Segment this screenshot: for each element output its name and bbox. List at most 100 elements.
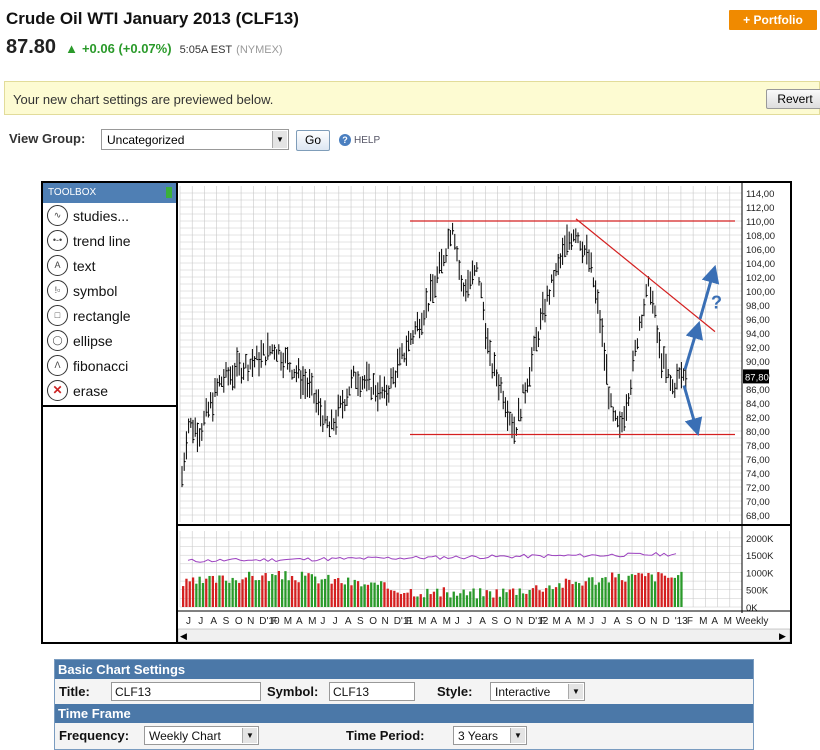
exchange-label: (NYMEX) [236,44,283,56]
tool-erase[interactable]: ✕ erase [43,378,176,403]
chevron-down-icon[interactable]: ▼ [510,728,525,743]
volume-tick-label: 0K [746,603,758,614]
help-link[interactable]: ? HELP [339,134,380,146]
tool-label: trend line [73,232,131,249]
volume-bar [409,589,412,607]
volume-bar [492,597,495,607]
style-select[interactable]: Interactive ▼ [490,682,585,701]
up-arrow-2 [698,264,720,320]
volume-bar [347,577,350,607]
volume-bar [653,581,657,607]
time-tick-label: M [699,616,707,627]
volume-bar [488,591,492,607]
volume-bar [508,589,511,607]
toolbox-title: TOOLBOX [48,187,97,198]
time-period-label: Time Period: [346,728,425,743]
price-tick-label: 94,00 [746,329,770,340]
tool-symbol[interactable]: !▫ symbol [43,278,176,303]
volume-bar [234,580,238,607]
volume-bar [554,587,558,607]
tool-label: ellipse [73,332,113,349]
price-tick-label: 76,00 [746,455,770,466]
volume-bar [221,575,224,607]
volume-bar [406,592,409,607]
tool-ellipse[interactable]: ◯ ellipse [43,328,176,353]
tool-trend-line[interactable]: •-• trend line [43,228,176,253]
volume-bar [531,588,535,607]
volume-bar [195,583,198,607]
price-tick-label: 80,00 [746,427,770,438]
indicator-line [187,551,677,563]
volume-bar [310,574,313,607]
title-input[interactable]: CLF13 [111,682,261,701]
volume-bar [356,581,360,607]
go-button[interactable]: Go [296,130,330,151]
price-tick-label: 82,00 [746,413,770,424]
time-tick-label: F [687,616,693,627]
view-group-select[interactable]: Uncategorized ▼ [101,129,289,150]
text-icon: A [47,255,68,276]
add-portfolio-button[interactable]: + Portfolio [729,10,817,30]
volume-bar [323,578,327,607]
time-tick-label: S [357,616,364,627]
chevron-down-icon[interactable]: ▼ [568,684,583,699]
volume-bar [290,575,294,607]
volume-tick-label: 1500K [746,551,774,562]
symbol-input[interactable]: CLF13 [329,682,415,701]
volume-tick-label: 500K [746,586,769,597]
volume-bar [614,577,617,607]
price-tick-label: 102,00 [746,273,775,284]
frequency-select[interactable]: Weekly Chart ▼ [144,726,259,745]
time-tick-label: M [284,616,292,627]
volume-bar [505,592,508,607]
volume-bar [396,592,399,607]
time-tick-label: A [614,616,621,627]
volume-bar [327,574,330,607]
tool-label: fibonacci [73,357,129,374]
frequency-value: Weekly Chart [149,729,221,743]
volume-bar [663,575,667,607]
page-title: Crude Oil WTI January 2013 (CLF13) [6,9,299,28]
volume-bar [515,594,518,607]
volume-bar [429,594,432,607]
price-tick-label: 98,00 [746,301,770,312]
symbol-icon: !▫ [47,280,68,301]
tool-studies[interactable]: ∿ studies... [43,203,176,228]
pin-icon[interactable] [166,187,172,198]
volume-bar [228,582,231,607]
price-tick-label: 100,00 [746,287,775,298]
volume-bar [535,585,538,607]
time-tick-label: D [662,616,669,627]
volume-bar [485,590,488,607]
volume-bar [307,573,310,607]
volume-bar [277,570,280,607]
volume-bar [502,588,505,607]
volume-bar [449,597,452,607]
time-period-select[interactable]: 3 Years ▼ [453,726,527,745]
chevron-down-icon[interactable]: ▼ [272,131,287,148]
volume-bar [419,594,422,607]
volume-bar [627,575,630,607]
volume-bar [571,584,574,607]
revert-button[interactable]: Revert [766,89,820,109]
volume-bar [548,585,551,607]
fibonacci-icon: Λ [47,355,68,376]
help-icon: ? [339,134,351,146]
time-period-value: 3 Years [458,729,499,743]
volume-bar [680,571,683,607]
tool-rectangle[interactable]: □ rectangle [43,303,176,328]
tool-label: erase [73,382,109,399]
volume-bar [350,585,353,607]
volume-bar [640,573,643,607]
volume-bar [604,577,607,607]
time-tick-label: A [345,616,352,627]
chevron-down-icon[interactable]: ▼ [242,728,257,743]
volume-bar [360,586,363,607]
price-chart[interactable]: ? 114,00 112,00 110,00 108,00 106,00 104,00 10… [178,183,790,642]
down-arrow [682,385,703,437]
time-tick-label: O [504,616,512,627]
